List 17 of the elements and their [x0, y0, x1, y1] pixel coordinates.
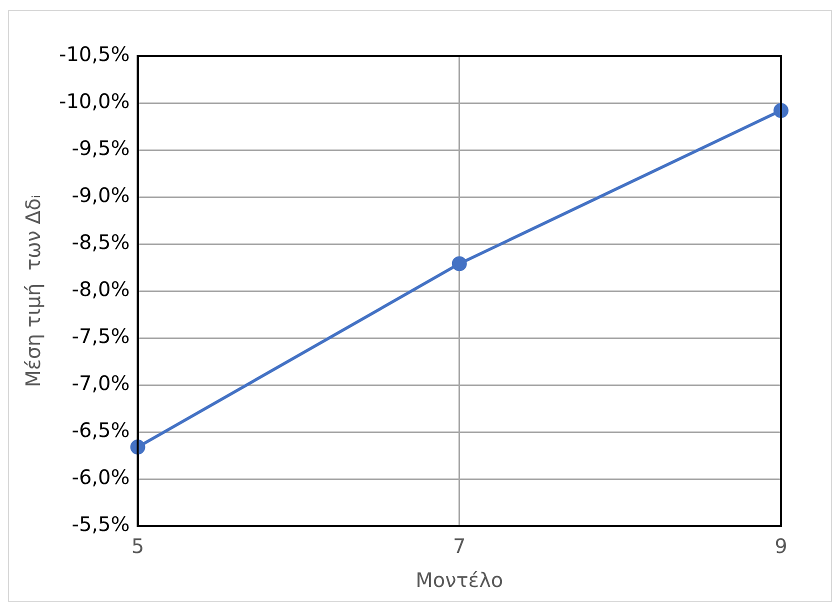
x-tick-label: 9: [774, 534, 788, 558]
y-axis-title: Μέση τιμή των Δδᵢ: [21, 194, 46, 388]
y-tick-label: -6,0%: [72, 465, 130, 490]
y-tick-label: -8,5%: [72, 230, 130, 254]
y-tick-label: -7,5%: [72, 324, 130, 348]
y-tick-label: -6,5%: [72, 418, 130, 442]
x-axis-title: Μοντέλο: [416, 568, 504, 592]
x-tick-label: 5: [131, 534, 144, 558]
y-tick-label: -10,0%: [58, 89, 130, 114]
x-tick-label: 7: [453, 534, 466, 558]
y-tick-label: -9,0%: [72, 183, 130, 208]
y-tick-label: -7,0%: [72, 371, 130, 396]
y-tick-label: -8,0%: [72, 277, 130, 302]
y-tick-label: -9,5%: [72, 136, 130, 160]
point: [452, 256, 467, 272]
y-tick-label: -5,5%: [72, 512, 130, 536]
y-tick-label: -10,5%: [58, 42, 130, 66]
